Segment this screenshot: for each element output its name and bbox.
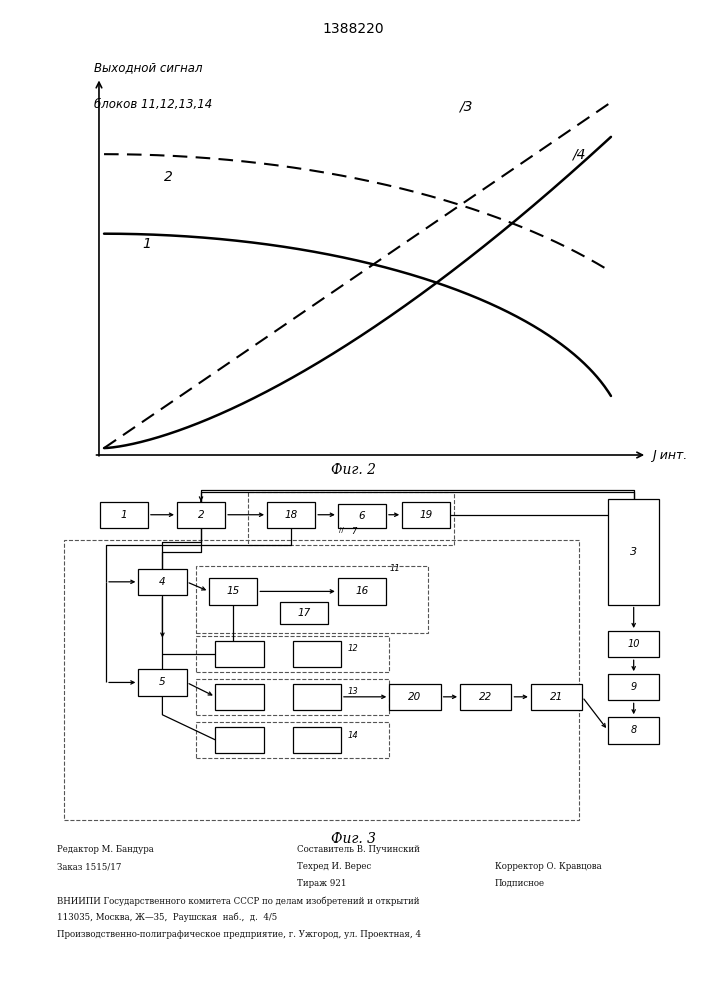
Text: Производственно-полиграфическое предприятие, г. Ужгород, ул. Проектная, 4: Производственно-полиграфическое предприя… xyxy=(57,930,421,939)
Bar xyxy=(197,722,389,758)
Bar xyxy=(608,499,660,605)
Text: 17: 17 xyxy=(298,608,310,618)
Text: Подписное: Подписное xyxy=(495,879,545,888)
Text: 10: 10 xyxy=(627,639,640,649)
Text: Техред И. Верес: Техред И. Верес xyxy=(297,862,371,871)
Bar xyxy=(608,717,660,744)
Text: Фиг. 3: Фиг. 3 xyxy=(331,832,376,846)
Bar xyxy=(280,602,328,624)
Bar xyxy=(293,727,341,753)
Text: Заказ 1515/17: Заказ 1515/17 xyxy=(57,862,121,871)
Text: 12: 12 xyxy=(347,644,358,653)
Bar xyxy=(209,578,257,605)
Bar xyxy=(64,540,579,820)
Bar xyxy=(608,631,660,657)
Text: 5: 5 xyxy=(159,677,165,687)
Text: 13: 13 xyxy=(347,687,358,696)
Text: 20: 20 xyxy=(409,692,421,702)
Bar xyxy=(338,504,386,528)
Text: Выходной сигнал: Выходной сигнал xyxy=(93,61,202,74)
Bar xyxy=(216,727,264,753)
Text: 16: 16 xyxy=(355,586,368,596)
Text: 1: 1 xyxy=(120,510,127,520)
Text: 6: 6 xyxy=(358,511,366,521)
Bar xyxy=(531,684,583,710)
Text: Тираж 921: Тираж 921 xyxy=(297,879,346,888)
Bar xyxy=(460,684,511,710)
Text: 1: 1 xyxy=(142,237,151,251)
Text: блоков 11,12,13,14: блоков 11,12,13,14 xyxy=(93,98,212,111)
Text: Корректор О. Кравцова: Корректор О. Кравцова xyxy=(495,862,602,871)
Text: Составитель В. Пучинский: Составитель В. Пучинский xyxy=(297,845,420,854)
Text: /4: /4 xyxy=(572,148,585,162)
Text: 3: 3 xyxy=(630,547,637,557)
Bar xyxy=(216,684,264,710)
Text: 113035, Москва, Ж—35,  Раушская  наб.,  д.  4/5: 113035, Москва, Ж—35, Раушская наб., д. … xyxy=(57,913,277,922)
Text: 8: 8 xyxy=(631,725,637,735)
Text: 4: 4 xyxy=(159,577,165,587)
Bar xyxy=(197,636,389,672)
Bar xyxy=(100,502,148,528)
Bar xyxy=(177,502,225,528)
Bar xyxy=(216,641,264,667)
Text: ВНИИПИ Государственного комитета СССР по делам изобретений и открытий: ВНИИПИ Государственного комитета СССР по… xyxy=(57,896,419,906)
Text: 15: 15 xyxy=(226,586,240,596)
Text: /3: /3 xyxy=(459,100,472,114)
Text: 19: 19 xyxy=(419,510,433,520)
Text: //: // xyxy=(339,527,344,533)
Bar xyxy=(293,684,341,710)
Text: 21: 21 xyxy=(550,692,563,702)
Bar xyxy=(293,641,341,667)
Text: 1388220: 1388220 xyxy=(322,22,385,36)
Text: Редактор М. Бандура: Редактор М. Бандура xyxy=(57,845,153,854)
Text: Фиг. 2: Фиг. 2 xyxy=(331,463,376,477)
Bar xyxy=(197,679,389,715)
Bar xyxy=(139,669,187,696)
Text: 14: 14 xyxy=(347,731,358,740)
Bar xyxy=(402,502,450,528)
Text: 11: 11 xyxy=(390,564,400,573)
Text: 18: 18 xyxy=(284,510,298,520)
Bar xyxy=(247,492,454,545)
Text: 2: 2 xyxy=(198,510,204,520)
Bar xyxy=(267,502,315,528)
Text: 7: 7 xyxy=(351,527,356,536)
Bar xyxy=(197,566,428,633)
Text: 9: 9 xyxy=(631,682,637,692)
Text: 22: 22 xyxy=(479,692,492,702)
Bar xyxy=(390,684,440,710)
Text: J инт.: J инт. xyxy=(653,448,688,462)
Bar xyxy=(139,569,187,595)
Text: 2: 2 xyxy=(163,170,173,184)
Bar xyxy=(608,674,660,700)
Bar xyxy=(338,578,386,605)
